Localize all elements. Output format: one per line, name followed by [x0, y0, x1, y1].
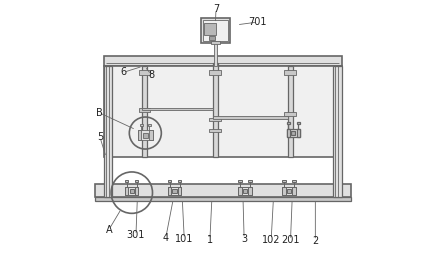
Bar [214, 23, 217, 66]
Bar [94, 184, 351, 197]
Bar [94, 197, 351, 201]
Bar [125, 180, 128, 182]
Bar [168, 187, 181, 195]
Bar [283, 187, 296, 195]
Bar [238, 180, 241, 182]
Bar [149, 130, 153, 140]
Bar [178, 180, 181, 182]
Text: 6: 6 [120, 67, 127, 77]
Bar [138, 130, 141, 140]
Bar [138, 130, 153, 140]
Bar [213, 116, 288, 119]
Bar [209, 70, 221, 75]
Text: 201: 201 [281, 235, 300, 245]
Bar [287, 122, 290, 124]
Bar [142, 66, 147, 157]
Bar [248, 180, 252, 182]
Bar [168, 180, 171, 182]
Bar [284, 70, 296, 75]
Bar [296, 129, 300, 137]
Bar [201, 18, 230, 43]
Bar [209, 118, 221, 121]
Bar [172, 189, 177, 193]
Text: 7: 7 [213, 4, 219, 14]
Bar [104, 66, 342, 157]
Text: 102: 102 [262, 235, 280, 245]
Bar [104, 56, 342, 66]
Bar [209, 36, 215, 40]
Bar [213, 63, 218, 157]
Bar [287, 129, 300, 137]
Bar [287, 189, 291, 193]
Bar [284, 112, 296, 116]
Text: A: A [105, 225, 112, 235]
Bar [296, 122, 300, 124]
Text: 701: 701 [248, 17, 267, 27]
Text: 3: 3 [241, 234, 247, 244]
Bar [148, 124, 151, 126]
Bar [291, 131, 295, 135]
Bar [104, 66, 113, 197]
Text: 5: 5 [97, 132, 103, 142]
Bar [204, 23, 216, 35]
Bar [178, 187, 181, 195]
Bar [211, 41, 220, 44]
Bar [135, 187, 138, 195]
Bar [248, 187, 252, 195]
Text: 4: 4 [163, 233, 169, 243]
Text: 1: 1 [207, 235, 213, 245]
Text: B: B [96, 108, 102, 118]
Bar [168, 187, 171, 195]
Bar [243, 189, 247, 193]
Bar [135, 180, 138, 182]
Bar [125, 187, 128, 195]
Bar [288, 66, 293, 157]
Bar [238, 187, 252, 195]
Bar [130, 189, 134, 193]
Text: 8: 8 [148, 70, 154, 79]
Bar [203, 20, 228, 41]
Bar [238, 187, 241, 195]
Text: 101: 101 [175, 234, 194, 244]
Bar [139, 70, 150, 75]
Text: 301: 301 [127, 230, 145, 240]
Bar [283, 187, 286, 195]
Bar [287, 129, 290, 137]
Bar [139, 108, 150, 112]
Bar [143, 133, 148, 138]
Bar [140, 124, 143, 126]
Bar [292, 187, 296, 195]
Bar [209, 129, 221, 132]
Bar [142, 108, 213, 110]
Text: 2: 2 [312, 236, 319, 246]
Bar [292, 180, 296, 182]
Bar [333, 66, 342, 197]
Bar [125, 187, 138, 195]
Bar [283, 180, 286, 182]
